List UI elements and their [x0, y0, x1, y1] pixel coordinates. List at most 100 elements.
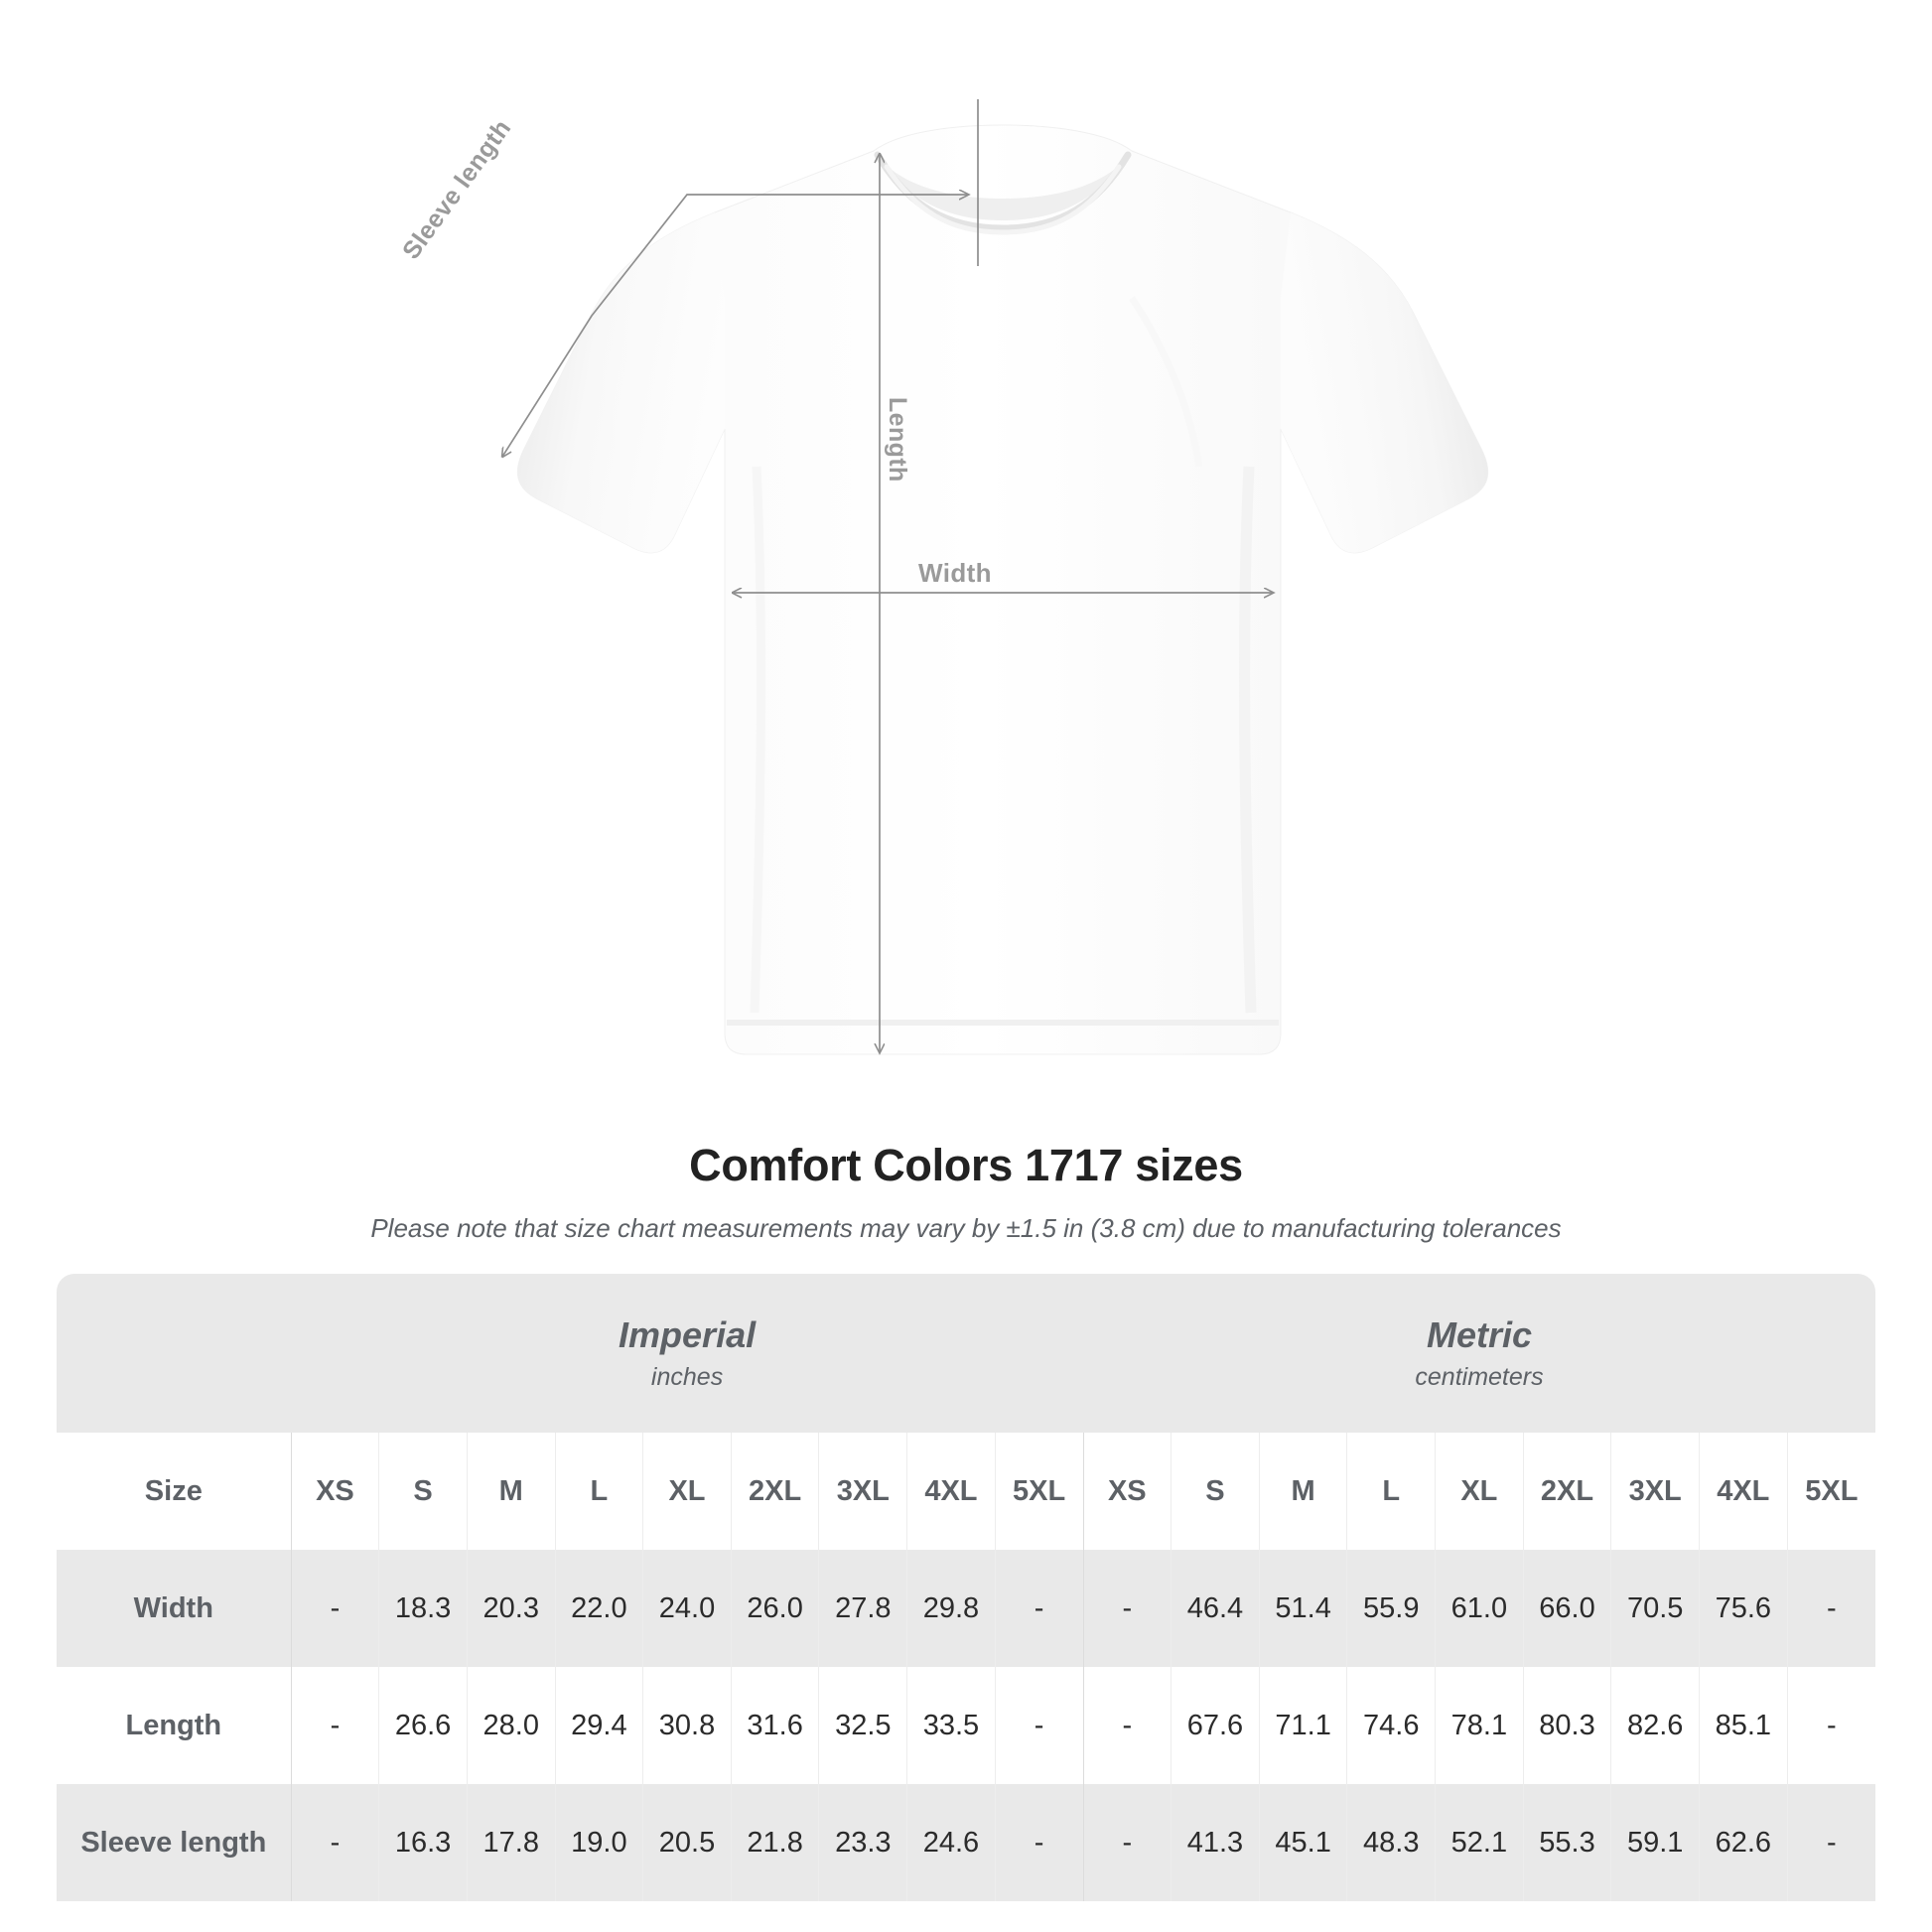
cell-length-metric-xs: -: [1082, 1667, 1172, 1784]
cell-sleeve-length-metric-xs: -: [1082, 1784, 1172, 1901]
size-header-imperial-l: L: [554, 1433, 643, 1550]
cell-length-imperial-4xl: 33.5: [906, 1667, 996, 1784]
tshirt-shape: [516, 124, 1489, 1055]
size-header-metric-m: M: [1258, 1433, 1347, 1550]
cell-width-metric-l: 55.9: [1346, 1550, 1436, 1667]
table-row: Length -26.6 28.0 29.4 30.8 31.6 32.5 33.5- -67.…: [57, 1667, 1875, 1784]
size-header-imperial-xs: XS: [290, 1433, 379, 1550]
cell-sleeve-length-metric-2xl: 55.3: [1522, 1784, 1611, 1901]
size-header-imperial-2xl: 2XL: [730, 1433, 819, 1550]
cell-width-imperial-5xl: -: [994, 1550, 1083, 1667]
unit-group-imperial: Imperial inches: [291, 1274, 1083, 1433]
cell-length-metric-s: 67.6: [1171, 1667, 1260, 1784]
size-header-metric-l: L: [1346, 1433, 1436, 1550]
cell-sleeve-length-metric-m: 45.1: [1258, 1784, 1347, 1901]
tshirt-illustration: Sleeve length Length Width: [0, 99, 1489, 1112]
cell-width-metric-3xl: 70.5: [1610, 1550, 1700, 1667]
cell-length-metric-xl: 78.1: [1435, 1667, 1524, 1784]
unit-group-name: Imperial: [619, 1313, 757, 1355]
cell-length-imperial-2xl: 31.6: [730, 1667, 819, 1784]
table-row: Sleeve length -16.3 17.8 19.0 20.5 21.8 23.3 24…: [57, 1784, 1875, 1901]
cell-sleeve-length-imperial-5xl: -: [994, 1784, 1083, 1901]
cell-length-metric-m: 71.1: [1258, 1667, 1347, 1784]
measurement-lines: [502, 99, 1273, 1052]
size-header-imperial-5xl: 5XL: [994, 1433, 1083, 1550]
cell-width-imperial-2xl: 26.0: [730, 1550, 819, 1667]
cell-length-imperial-xl: 30.8: [642, 1667, 732, 1784]
size-header-metric-s: S: [1171, 1433, 1260, 1550]
table-row: Width -18.3 20.3 22.0 24.0 26.0 27.8 29.8- -46.4…: [57, 1550, 1875, 1667]
cell-sleeve-length-imperial-3xl: 23.3: [818, 1784, 907, 1901]
unit-banner-row: Imperial inches Metric centimeters: [57, 1274, 1875, 1433]
cell-sleeve-length-imperial-4xl: 24.6: [906, 1784, 996, 1901]
cell-width-imperial-3xl: 27.8: [818, 1550, 907, 1667]
width-label: Width: [918, 558, 992, 588]
tshirt-diagram-svg: [0, 99, 1489, 1112]
cell-width-metric-xs: -: [1082, 1550, 1172, 1667]
cell-length-imperial-s: 26.6: [378, 1667, 468, 1784]
tolerance-note: Please note that size chart measurements…: [370, 1213, 1562, 1243]
size-header-metric-xl: XL: [1435, 1433, 1524, 1550]
cell-sleeve-length-imperial-2xl: 21.8: [730, 1784, 819, 1901]
size-column-header: Size: [57, 1433, 292, 1550]
cell-sleeve-length-metric-s: 41.3: [1171, 1784, 1260, 1901]
cell-width-imperial-xs: -: [290, 1550, 379, 1667]
size-header-metric-3xl: 3XL: [1610, 1433, 1700, 1550]
cell-width-imperial-s: 18.3: [378, 1550, 468, 1667]
size-header-metric-4xl: 4XL: [1698, 1433, 1788, 1550]
cell-width-metric-m: 51.4: [1258, 1550, 1347, 1667]
cell-width-metric-s: 46.4: [1171, 1550, 1260, 1667]
cell-width-metric-xl: 61.0: [1435, 1550, 1524, 1667]
row-label-width: Width: [57, 1550, 292, 1667]
cell-width-metric-4xl: 75.6: [1698, 1550, 1788, 1667]
size-header-metric-2xl: 2XL: [1522, 1433, 1611, 1550]
sleeve-length-line: [502, 194, 849, 457]
cell-sleeve-length-metric-xl: 52.1: [1435, 1784, 1524, 1901]
cell-sleeve-length-imperial-m: 17.8: [466, 1784, 556, 1901]
size-chart-container: Imperial inches Metric centimeters Size XS S M L…: [57, 1274, 1875, 1901]
size-header-metric-xs: XS: [1082, 1433, 1172, 1550]
cell-width-metric-5xl: -: [1786, 1550, 1875, 1667]
cell-sleeve-length-metric-3xl: 59.1: [1610, 1784, 1700, 1901]
unit-group-metric: Metric centimeters: [1083, 1274, 1875, 1433]
cell-length-imperial-m: 28.0: [466, 1667, 556, 1784]
size-chart-table: Imperial inches Metric centimeters Size XS S M L…: [57, 1274, 1875, 1901]
length-label: Length: [884, 397, 911, 483]
cell-width-imperial-m: 20.3: [466, 1550, 556, 1667]
size-header-imperial-3xl: 3XL: [818, 1433, 907, 1550]
cell-width-imperial-xl: 24.0: [642, 1550, 732, 1667]
size-header-imperial-4xl: 4XL: [906, 1433, 996, 1550]
unit-group-name: Metric: [1426, 1313, 1533, 1355]
cell-width-imperial-l: 22.0: [554, 1550, 643, 1667]
cell-length-metric-4xl: 85.1: [1698, 1667, 1788, 1784]
cell-sleeve-length-imperial-s: 16.3: [378, 1784, 468, 1901]
cell-sleeve-length-metric-4xl: 62.6: [1698, 1784, 1788, 1901]
cell-sleeve-length-metric-5xl: -: [1786, 1784, 1875, 1901]
cell-width-metric-2xl: 66.0: [1522, 1550, 1611, 1667]
row-label-length: Length: [57, 1667, 292, 1784]
cell-length-imperial-5xl: -: [994, 1667, 1083, 1784]
size-header-imperial-xl: XL: [642, 1433, 732, 1550]
table-header-row: Size XS S M L XL 2XL 3XL 4XL 5XL XS S M L XL 2XL 3XL 4XL 5…: [57, 1433, 1875, 1550]
cell-sleeve-length-metric-l: 48.3: [1346, 1784, 1436, 1901]
cell-length-metric-l: 74.6: [1346, 1667, 1436, 1784]
cell-sleeve-length-imperial-xl: 20.5: [642, 1784, 732, 1901]
cell-sleeve-length-imperial-l: 19.0: [554, 1784, 643, 1901]
chart-heading: Comfort Colors 1717 sizes Please note th…: [0, 1140, 1932, 1244]
cell-length-imperial-xs: -: [290, 1667, 379, 1784]
cell-sleeve-length-imperial-xs: -: [290, 1784, 379, 1901]
cell-length-imperial-3xl: 32.5: [818, 1667, 907, 1784]
row-label-sleeve-length: Sleeve length: [57, 1784, 292, 1901]
unit-group-unit: inches: [650, 1363, 724, 1392]
unit-banner-spacer: [57, 1274, 292, 1433]
size-header-imperial-m: M: [466, 1433, 556, 1550]
cell-length-metric-2xl: 80.3: [1522, 1667, 1611, 1784]
size-header-imperial-s: S: [378, 1433, 468, 1550]
cell-length-imperial-l: 29.4: [554, 1667, 643, 1784]
unit-group-unit: centimeters: [1415, 1363, 1544, 1392]
cell-length-metric-5xl: -: [1786, 1667, 1875, 1784]
cell-width-imperial-4xl: 29.8: [906, 1550, 996, 1667]
cell-length-metric-3xl: 82.6: [1610, 1667, 1700, 1784]
size-header-metric-5xl: 5XL: [1786, 1433, 1875, 1550]
page-title: Comfort Colors 1717 sizes: [689, 1140, 1243, 1190]
